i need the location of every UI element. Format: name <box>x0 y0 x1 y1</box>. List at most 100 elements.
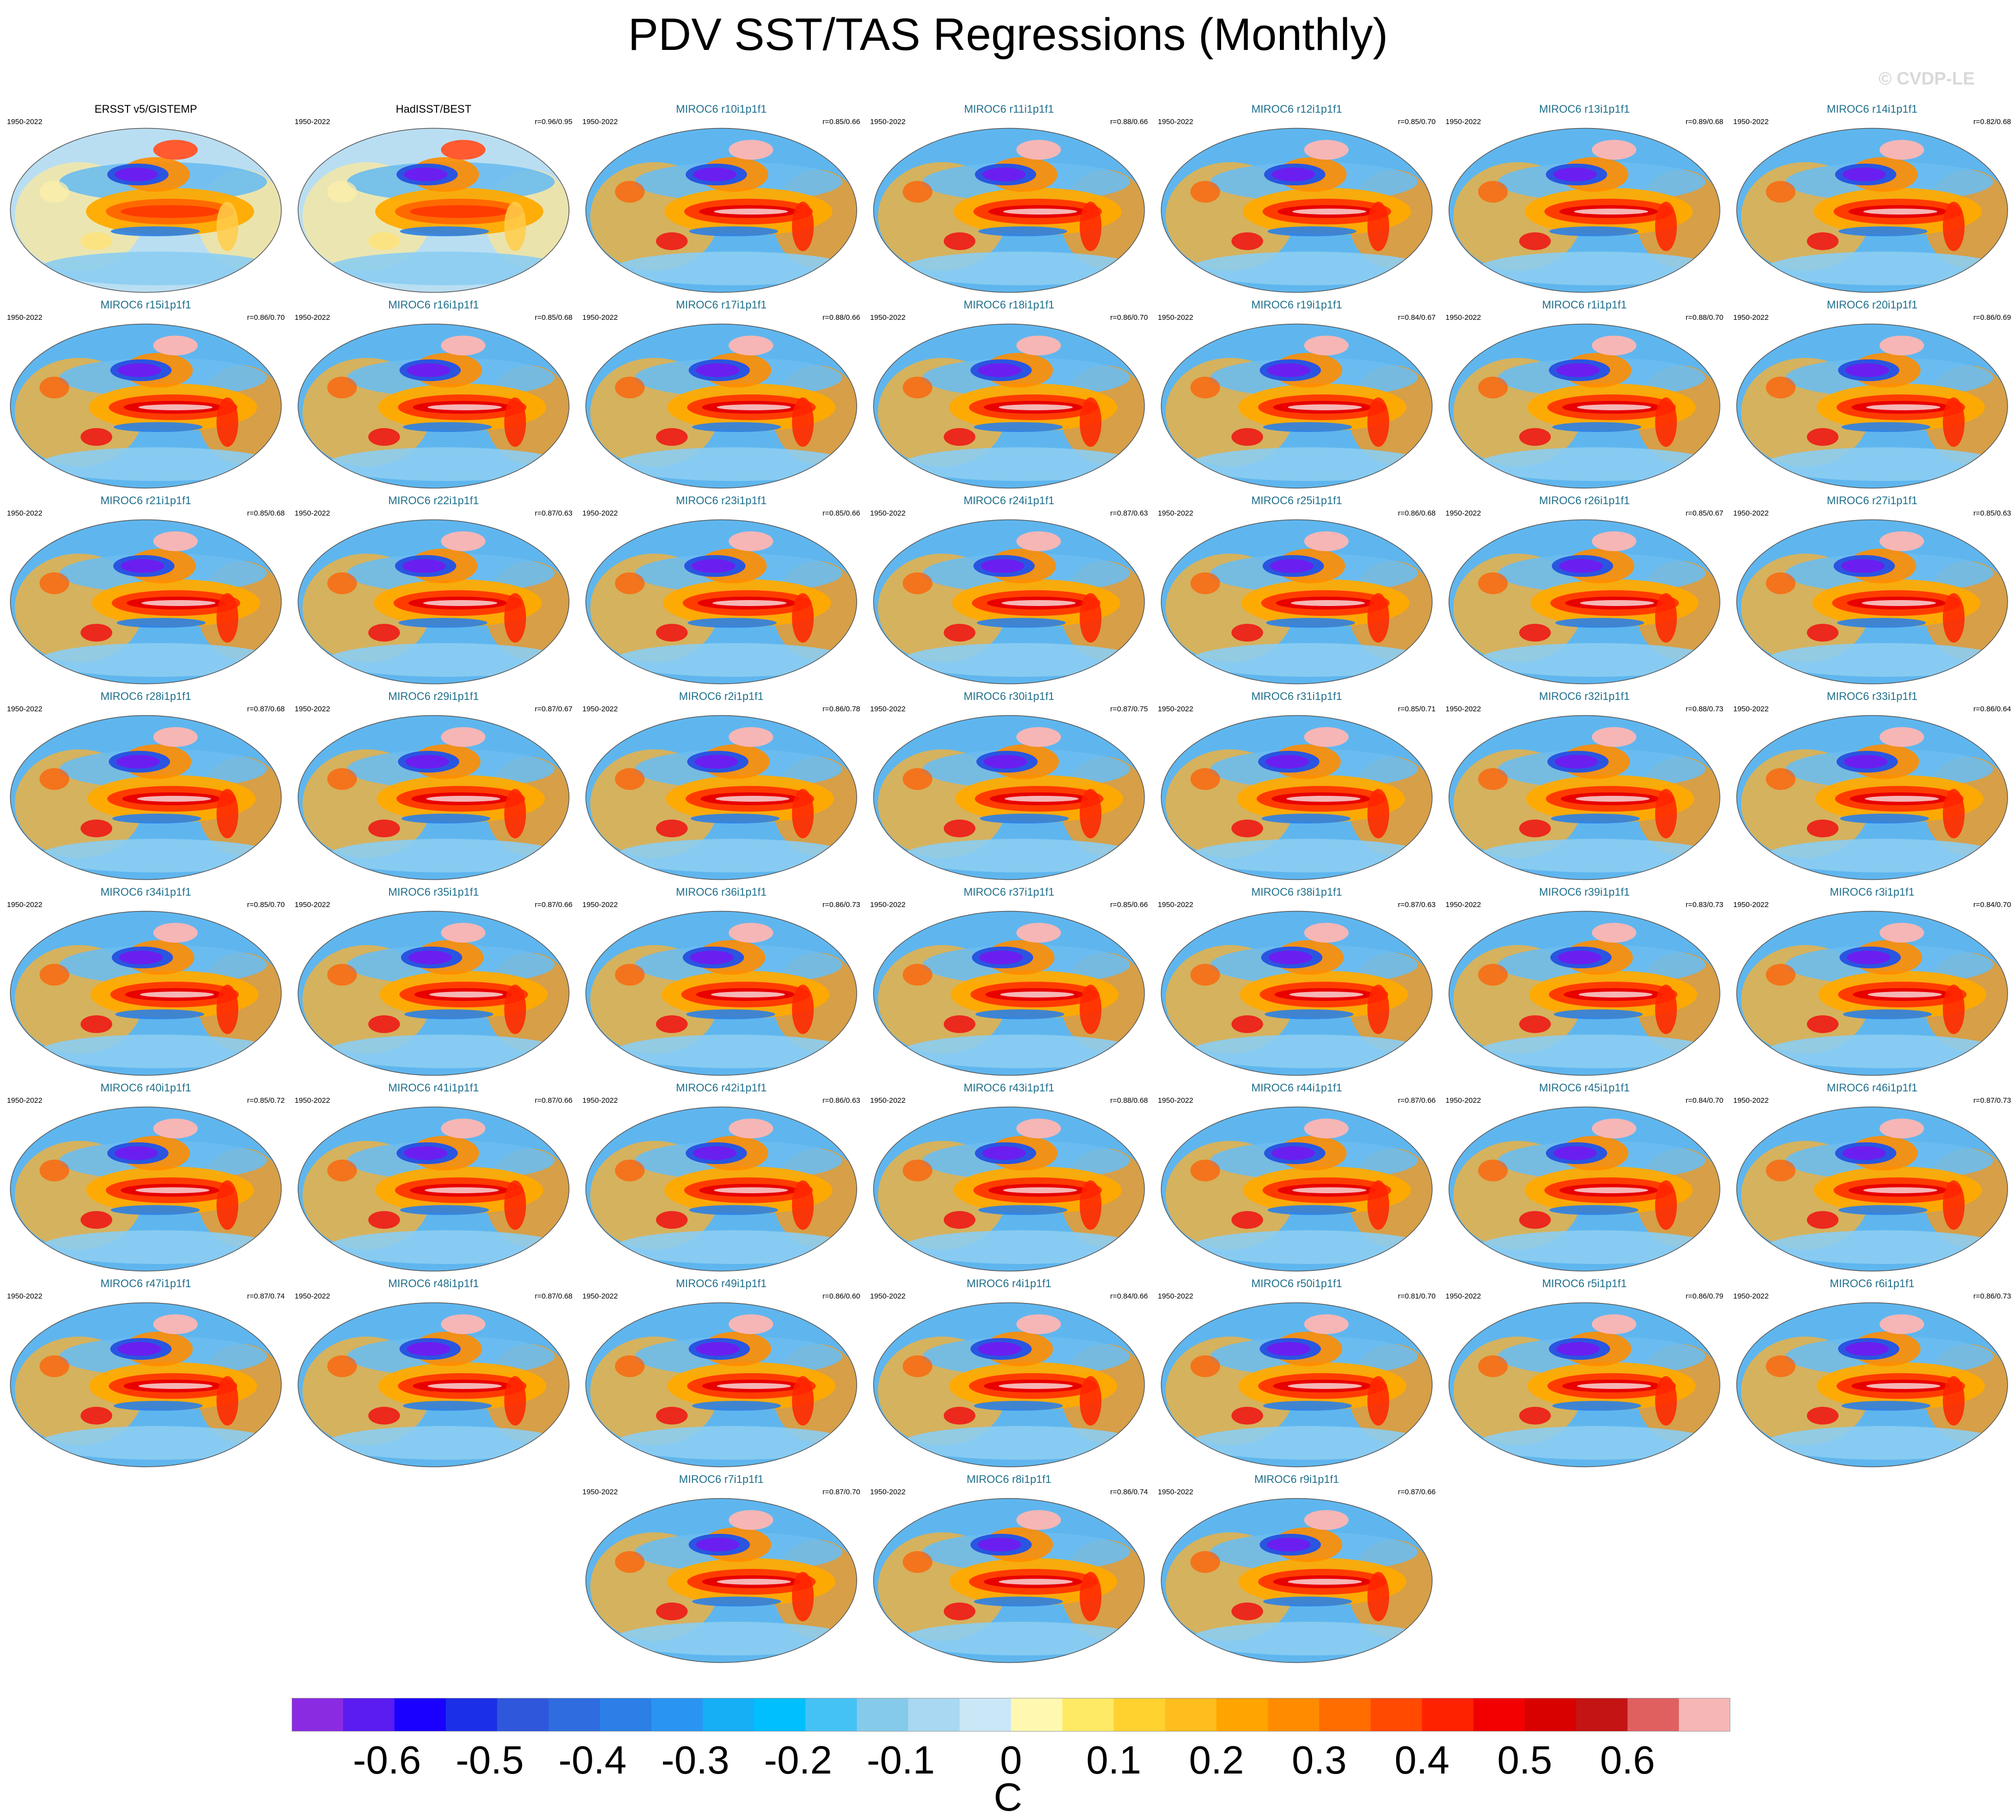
panel-correlation: r=0.87/0.73 <box>1973 1096 2011 1105</box>
colorbar-swatch <box>1473 1698 1525 1732</box>
regression-map <box>10 910 282 1076</box>
panel-years: 1950-2022 <box>870 1096 906 1105</box>
colorbar-tick-label: 0.3 <box>1291 1738 1347 1782</box>
colorbar-outline <box>292 1698 1730 1732</box>
panel-title: MIROC6 r17i1p1f1 <box>676 299 767 311</box>
panel-correlation: r=0.88/0.66 <box>1110 118 1148 126</box>
panel-title: MIROC6 r45i1p1f1 <box>1539 1082 1630 1094</box>
panel-years: 1950-2022 <box>870 1488 906 1496</box>
panel-years: 1950-2022 <box>1733 118 1769 126</box>
map-panel: MIROC6 r27i1p1f1 1950-2022 r=0.85/0.63 <box>1731 494 2013 692</box>
panel-correlation: r=0.88/0.66 <box>822 313 860 322</box>
map-panel: MIROC6 r14i1p1f1 1950-2022 r=0.82/0.68 <box>1731 103 2013 301</box>
panel-years: 1950-2022 <box>295 705 330 713</box>
regression-map <box>873 910 1145 1076</box>
map-panel: MIROC6 r39i1p1f1 1950-2022 r=0.83/0.73 <box>1444 886 1725 1083</box>
panel-years: 1950-2022 <box>1733 1096 1769 1105</box>
panel-correlation: r=0.88/0.70 <box>1685 313 1723 322</box>
panel-years: 1950-2022 <box>870 118 906 126</box>
regression-map <box>298 910 570 1076</box>
panel-correlation: r=0.96/0.95 <box>534 118 572 126</box>
panel-title: MIROC6 r34i1p1f1 <box>100 886 191 898</box>
panel-title: MIROC6 r2i1p1f1 <box>679 690 764 702</box>
map-panel: MIROC6 r11i1p1f1 1950-2022 r=0.88/0.66 <box>868 103 1150 301</box>
panel-years: 1950-2022 <box>7 1292 43 1300</box>
regression-map <box>873 519 1145 685</box>
regression-map <box>298 323 570 489</box>
map-panel: MIROC6 r36i1p1f1 1950-2022 r=0.86/0.73 <box>580 886 862 1083</box>
panel-title: MIROC6 r48i1p1f1 <box>388 1277 479 1290</box>
panel-years: 1950-2022 <box>582 1292 618 1300</box>
panel-title: MIROC6 r39i1p1f1 <box>1539 886 1630 898</box>
regression-map <box>298 1302 570 1468</box>
map-panel: MIROC6 r38i1p1f1 1950-2022 r=0.87/0.63 <box>1156 886 1438 1083</box>
panel-correlation: r=0.86/0.74 <box>1110 1488 1148 1496</box>
colorbar-units: C <box>994 1775 1022 1819</box>
panel-years: 1950-2022 <box>870 705 906 713</box>
regression-map <box>10 128 282 293</box>
map-panel: MIROC6 r49i1p1f1 1950-2022 r=0.86/0.60 <box>580 1277 862 1475</box>
regression-map <box>1448 1106 1720 1272</box>
colorbar-swatch <box>1165 1698 1217 1732</box>
panel-years: 1950-2022 <box>1158 313 1193 322</box>
colorbar-tick-label: -0.6 <box>352 1738 421 1782</box>
panel-correlation: r=0.87/0.63 <box>1110 509 1148 518</box>
panel-title: MIROC6 r5i1p1f1 <box>1542 1277 1627 1290</box>
map-panel: MIROC6 r48i1p1f1 1950-2022 r=0.87/0.68 <box>293 1277 574 1475</box>
map-panel: MIROC6 r15i1p1f1 1950-2022 r=0.86/0.70 <box>5 299 287 496</box>
panel-correlation: r=0.87/0.66 <box>534 901 572 909</box>
panel-years: 1950-2022 <box>295 901 330 909</box>
panel-correlation: r=0.85/0.68 <box>534 313 572 322</box>
panel-years: 1950-2022 <box>870 509 906 518</box>
panel-correlation: r=0.85/0.71 <box>1398 705 1436 713</box>
map-panel: MIROC6 r2i1p1f1 1950-2022 r=0.86/0.78 <box>580 690 862 888</box>
regression-map <box>10 519 282 685</box>
colorbar-swatch <box>960 1698 1011 1732</box>
regression-map <box>1736 910 2008 1076</box>
panel-title: MIROC6 r47i1p1f1 <box>100 1277 191 1290</box>
panel-correlation: r=0.85/0.67 <box>1685 509 1723 518</box>
panel-years: 1950-2022 <box>7 1096 43 1105</box>
colorbar-swatch <box>497 1698 549 1732</box>
panel-correlation: r=0.89/0.68 <box>1685 118 1723 126</box>
regression-map <box>1161 128 1433 293</box>
colorbar-tick-label: 0.2 <box>1189 1738 1244 1782</box>
colorbar-tick-label: 0.4 <box>1394 1738 1450 1782</box>
regression-map <box>585 519 857 685</box>
panel-years: 1950-2022 <box>1733 509 1769 518</box>
regression-map <box>1448 1302 1720 1468</box>
panel-title: MIROC6 r29i1p1f1 <box>388 690 479 702</box>
panel-correlation: r=0.86/0.60 <box>822 1292 860 1300</box>
panel-years: 1950-2022 <box>582 509 618 518</box>
colorbar-swatch <box>1627 1698 1679 1732</box>
panel-title: HadISST/BEST <box>395 103 472 115</box>
colorbar-swatch <box>1370 1698 1422 1732</box>
regression-map <box>585 128 857 293</box>
regression-map <box>1161 519 1433 685</box>
panel-years: 1950-2022 <box>1733 313 1769 322</box>
panel-years: 1950-2022 <box>1446 1096 1481 1105</box>
panel-correlation: r=0.86/0.73 <box>1973 1292 2011 1300</box>
panel-title: MIROC6 r19i1p1f1 <box>1251 299 1342 311</box>
panel-years: 1950-2022 <box>582 118 618 126</box>
panel-title: MIROC6 r38i1p1f1 <box>1251 886 1342 898</box>
panel-correlation: r=0.88/0.68 <box>1110 1096 1148 1105</box>
panel-correlation: r=0.87/0.66 <box>1398 1488 1436 1496</box>
panel-correlation: r=0.87/0.67 <box>534 705 572 713</box>
panel-title: MIROC6 r9i1p1f1 <box>1254 1473 1339 1485</box>
panel-correlation: r=0.87/0.70 <box>822 1488 860 1496</box>
panel-correlation: r=0.85/0.63 <box>1973 509 2011 518</box>
map-panel: MIROC6 r35i1p1f1 1950-2022 r=0.87/0.66 <box>293 886 574 1083</box>
colorbar-swatch <box>754 1698 806 1732</box>
map-panel: MIROC6 r21i1p1f1 1950-2022 r=0.85/0.68 <box>5 494 287 692</box>
map-panel-grid: ERSST v5/GISTEMP 1950-2022 HadISST/BEST 195… <box>5 103 2013 1663</box>
map-panel: MIROC6 r26i1p1f1 1950-2022 r=0.85/0.67 <box>1444 494 1725 692</box>
panel-correlation: r=0.87/0.63 <box>534 509 572 518</box>
panel-title: MIROC6 r7i1p1f1 <box>679 1473 764 1485</box>
regression-map <box>873 128 1145 293</box>
colorbar-swatch <box>1062 1698 1114 1732</box>
panel-title: MIROC6 r49i1p1f1 <box>676 1277 767 1290</box>
panel-correlation: r=0.87/0.66 <box>1398 1096 1436 1105</box>
panel-correlation: r=0.85/0.66 <box>1110 901 1148 909</box>
panel-years: 1950-2022 <box>295 1096 330 1105</box>
